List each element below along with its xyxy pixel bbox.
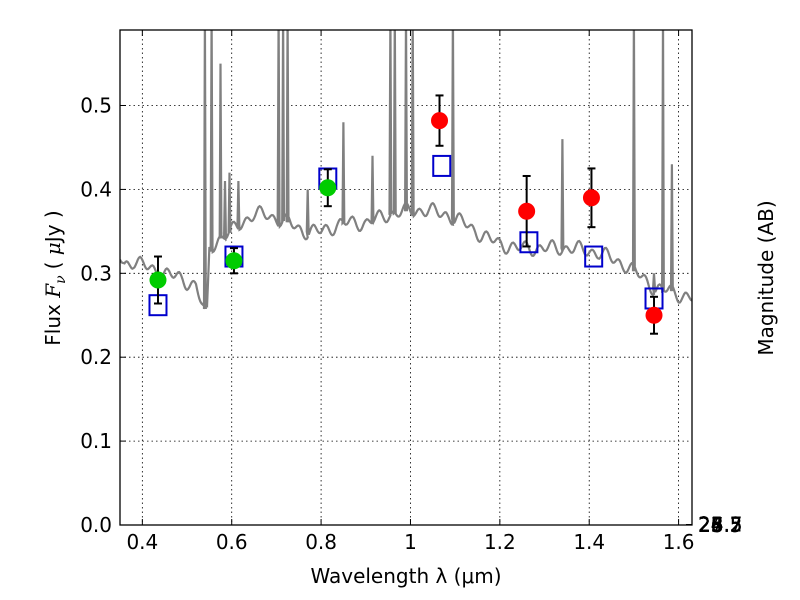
x-tick-label: 1.4 <box>573 530 605 554</box>
y2-tick-label: 24.5 <box>698 513 743 537</box>
model-flux-square <box>519 231 539 254</box>
y2-tick-label: 24.7 <box>698 513 743 537</box>
x-axis-label: Wavelength λ (μm) <box>310 564 501 588</box>
y2-tick-label: 28 <box>698 513 723 537</box>
observed-flux-point <box>645 306 663 324</box>
y-tick-label: 0.3 <box>80 261 112 285</box>
x-tick-label: 1.2 <box>484 530 516 554</box>
observed-flux-point <box>319 179 337 197</box>
model-spectrum-line <box>120 30 692 310</box>
y2-tick-label: 26.5 <box>698 513 743 537</box>
x-tick-label: 0.6 <box>216 530 248 554</box>
y-axis-label: Flux Fν( μJy ) <box>41 210 69 345</box>
x-tick-label: 0.8 <box>305 530 337 554</box>
x-tick-label: 0.4 <box>126 530 158 554</box>
model-flux-square <box>584 245 604 268</box>
model-flux-square <box>432 154 452 177</box>
y-tick-label: 0.1 <box>80 429 112 453</box>
y2-tick-label: 25.2 <box>698 513 743 537</box>
y2-tick-label: 25 <box>698 513 723 537</box>
y2-axis-label: Magnitude (AB) <box>754 200 778 355</box>
y2-tick-label: 27 <box>698 513 723 537</box>
y2-tick-label: 25.5 <box>698 513 743 537</box>
x-tick-label: 1.6 <box>663 530 695 554</box>
y2-tick-label: 26 <box>698 513 723 537</box>
y-tick-label: 0.4 <box>80 177 112 201</box>
observed-flux-point <box>431 112 449 130</box>
plot-frame <box>119 29 693 526</box>
observed-flux-point <box>149 271 167 289</box>
observed-flux-point <box>518 202 536 220</box>
x-tick-label: 1 <box>404 530 417 554</box>
grid <box>120 30 692 526</box>
observed-flux-point <box>225 252 243 270</box>
axis-ticks: 0.4 0.6 0.8 1 1.2 1.4 1.6 0.0 0.1 0.2 0.3 0.4 0.5 24.… <box>80 30 743 554</box>
y-tick-label: 0.2 <box>80 345 112 369</box>
y-tick-label: 0.0 <box>80 513 112 537</box>
y-tick-label: 0.5 <box>80 94 112 118</box>
plot-area <box>120 30 692 335</box>
observed-flux-point <box>582 189 600 207</box>
